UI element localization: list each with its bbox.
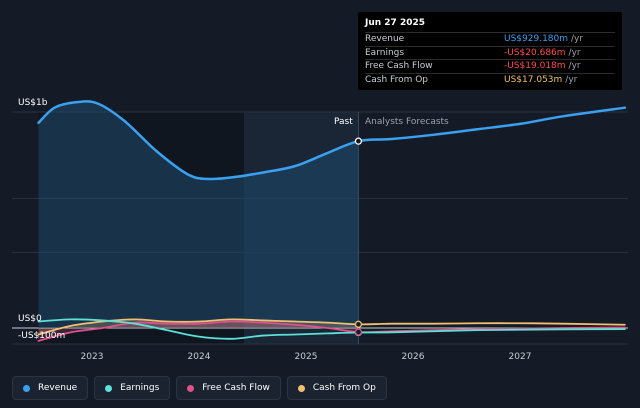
x-tick-label: 2026 (402, 352, 425, 362)
tooltip-row-value: US$929.180m (504, 34, 569, 44)
legend-label: Revenue (38, 383, 78, 393)
past-label: Past (334, 117, 353, 127)
tooltip-row-value: -US$20.686m (504, 47, 566, 58)
free-cash-flow-marker (354, 328, 363, 336)
revenue-line (37, 100, 627, 181)
revenue-area (38, 101, 359, 328)
x-tick-label: 2023 (81, 352, 104, 362)
tooltip: Jun 27 2025 Revenue US$929.180m/yr Earning… (358, 12, 622, 90)
legend-dot-icon (187, 384, 195, 392)
legend-label: Cash From Op (312, 383, 376, 393)
revenue-marker (354, 137, 363, 145)
y-label-zero: US$0 (18, 314, 42, 324)
legend-item-cash-from-op[interactable]: Cash From Op (286, 376, 387, 400)
tooltip-row-label: Free Cash Flow (365, 61, 433, 71)
tooltip-row-unit: /yr (565, 74, 578, 85)
earnings-line (37, 318, 626, 340)
legend-dot-icon (23, 384, 30, 392)
cash-from-op-marker (354, 320, 363, 328)
tooltip-row-unit: /yr (568, 47, 581, 58)
x-tick-label: 2027 (509, 352, 532, 362)
free-cash-flow-line (37, 320, 626, 342)
tooltip-row-label: Revenue (365, 34, 405, 44)
x-tick-label: 2024 (188, 352, 211, 362)
legend-dot-icon (105, 384, 113, 392)
free-cash-flow-area (38, 321, 359, 341)
legend-label: Earnings (120, 383, 160, 393)
legend-label: Free Cash Flow (202, 383, 270, 393)
tooltip-date: Jun 27 2025 (365, 18, 426, 28)
legend-item-earnings[interactable]: Earnings (94, 376, 171, 400)
forecast-label: Analysts Forecasts (365, 117, 449, 127)
legend: Revenue Earnings Free Cash Flow Cash From O… (12, 376, 387, 400)
y-label-top: US$1b (18, 98, 48, 108)
tooltip-row: Free Cash Flow -US$19.018m/yr (365, 59, 615, 73)
tooltip-row-value: US$17.053m (504, 74, 563, 85)
tooltip-row-unit: /yr (568, 61, 581, 71)
tooltip-row-value: -US$19.018m (504, 61, 566, 71)
legend-dot-icon (297, 384, 305, 392)
tooltip-row-unit: /yr (571, 34, 584, 44)
x-tick-label: 2025 (295, 352, 318, 362)
legend-item-revenue[interactable]: Revenue (12, 376, 89, 400)
tooltip-row: Revenue US$929.180m/yr (365, 32, 615, 46)
y-label-neg: -US$100m (18, 331, 66, 341)
tooltip-row: Cash From Op US$17.053m/yr (365, 72, 615, 87)
tooltip-row: Earnings -US$20.686m/yr (365, 45, 615, 60)
legend-item-free-cash-flow[interactable]: Free Cash Flow (176, 376, 281, 400)
tooltip-row-label: Cash From Op (365, 74, 429, 85)
cash-from-op-line (37, 318, 626, 336)
tooltip-row-label: Earnings (365, 47, 405, 58)
